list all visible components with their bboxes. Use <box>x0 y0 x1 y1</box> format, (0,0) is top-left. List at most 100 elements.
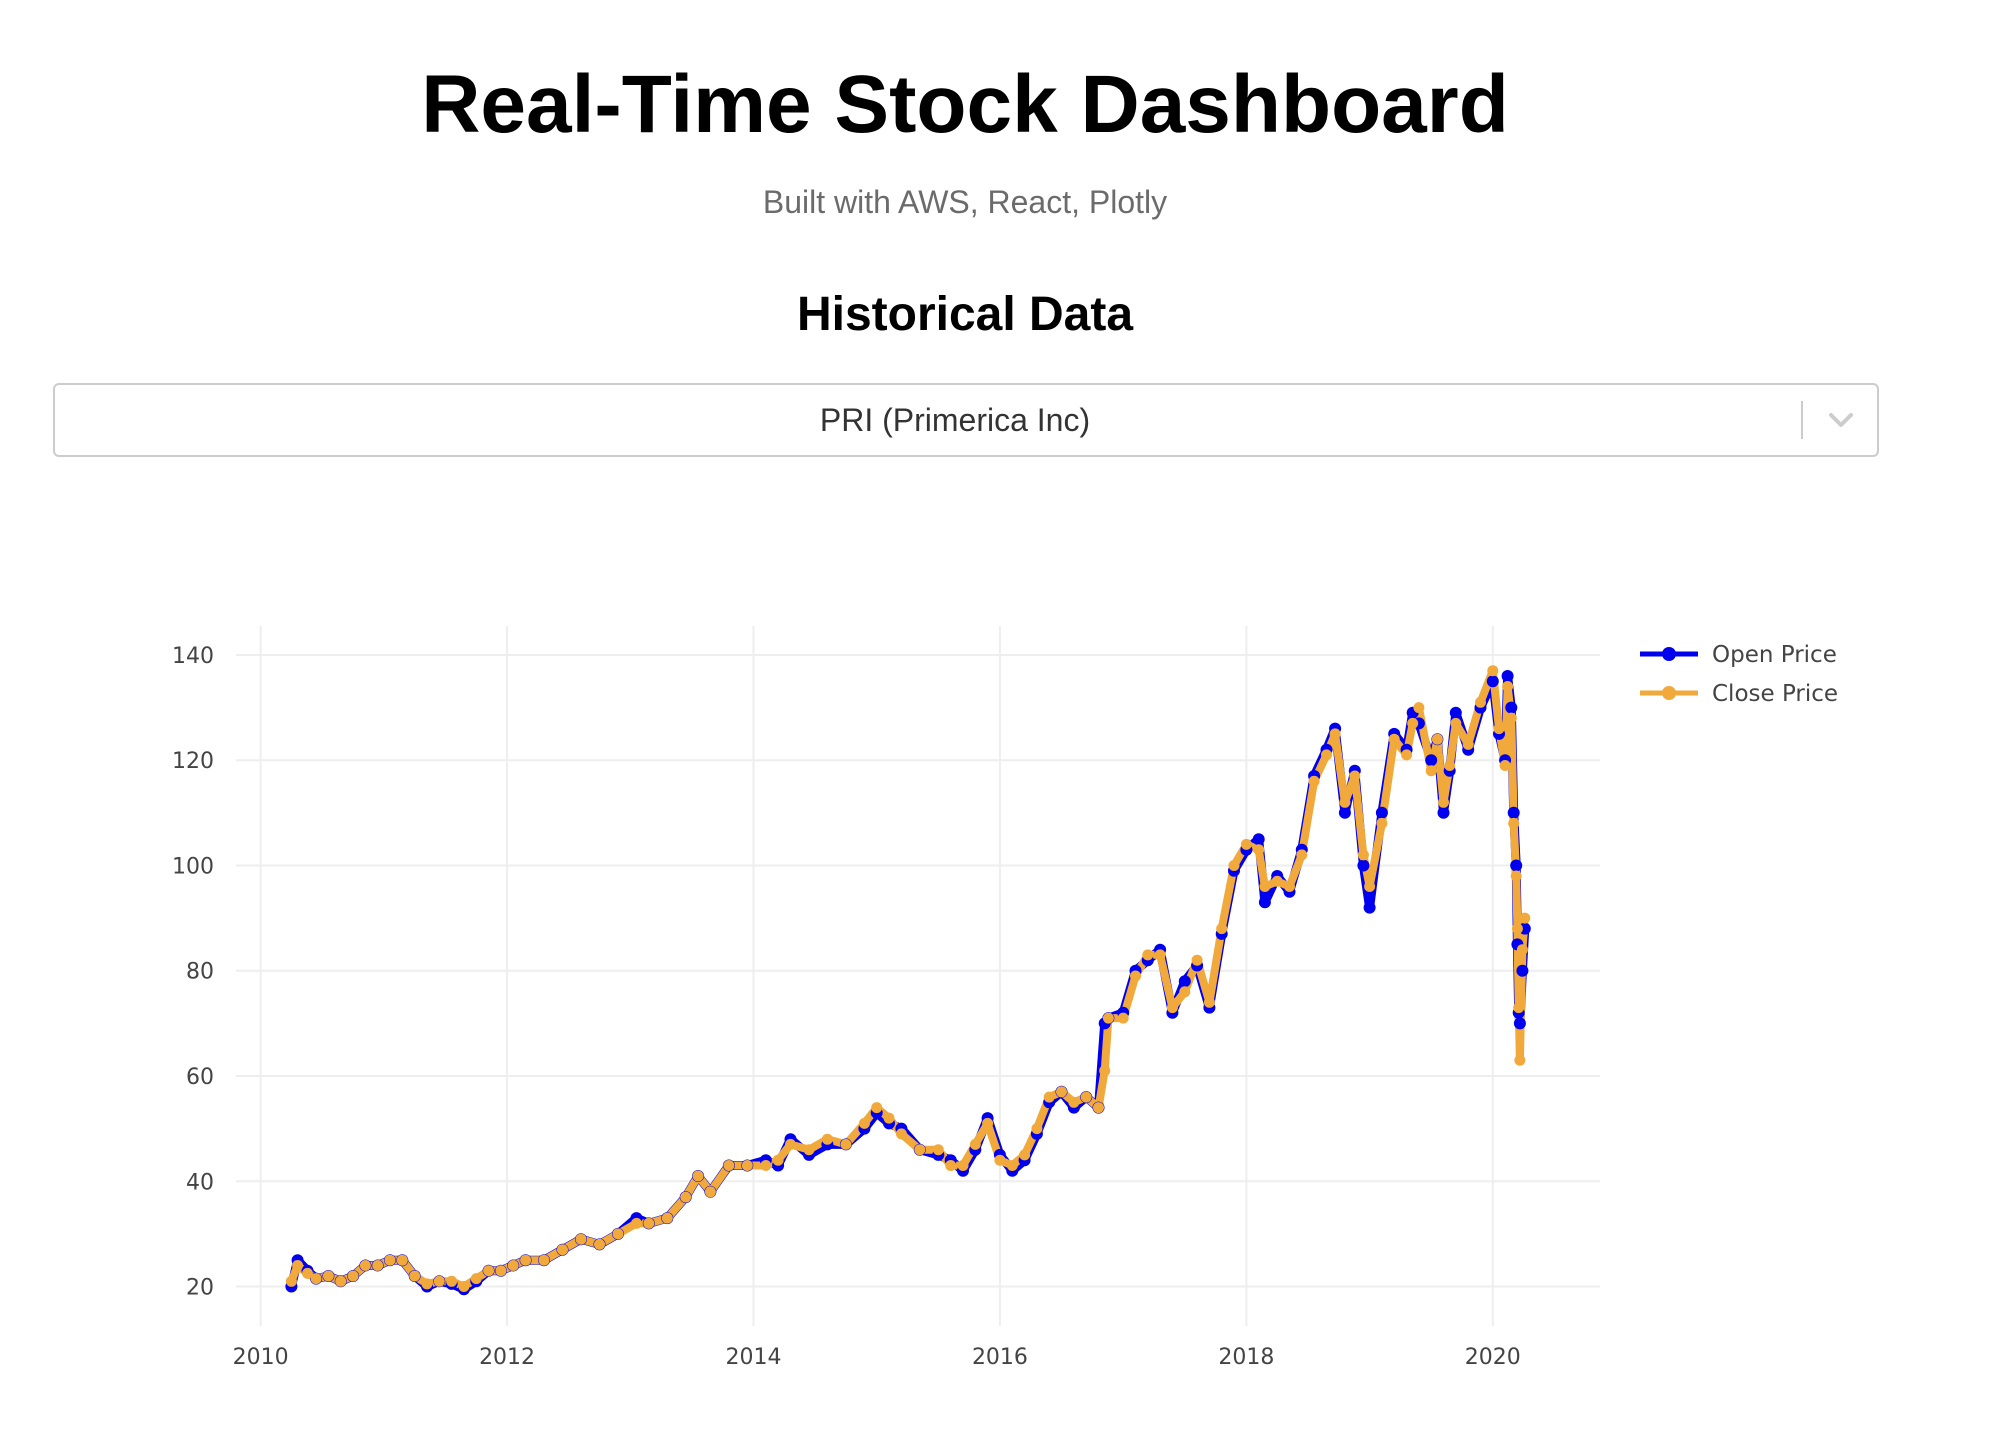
data-point <box>1203 996 1215 1008</box>
chart-grid <box>236 626 1600 1326</box>
data-point <box>1043 1091 1055 1103</box>
data-point <box>957 1160 969 1171</box>
data-point <box>1450 717 1462 729</box>
data-point <box>1388 733 1400 745</box>
data-point <box>1142 949 1154 961</box>
data-point <box>1271 875 1283 887</box>
data-point <box>1349 770 1361 782</box>
chart-lines <box>286 666 1530 1294</box>
section-title: Historical Data <box>796 288 1134 341</box>
legend-item-label[interactable]: Open Price <box>1712 642 1837 668</box>
data-point <box>495 1265 507 1277</box>
data-point <box>1258 896 1271 909</box>
legend-marker <box>1662 686 1676 700</box>
x-tick-label: 2020 <box>1465 1345 1521 1370</box>
data-point <box>557 1244 568 1256</box>
data-point <box>433 1275 445 1287</box>
y-tick-label: 140 <box>172 644 214 669</box>
data-point <box>1511 923 1523 935</box>
data-point <box>1240 838 1252 850</box>
data-point <box>1364 881 1376 892</box>
data-point <box>1130 970 1141 982</box>
data-point <box>704 1186 716 1198</box>
data-point <box>594 1238 605 1250</box>
x-axis: 2010 2012 2014 2016 2018 2020 <box>233 1345 1521 1370</box>
data-point <box>1080 1091 1092 1103</box>
data-point <box>1019 1149 1031 1161</box>
data-point <box>1357 849 1369 861</box>
data-point <box>785 1138 796 1150</box>
data-point <box>396 1254 408 1266</box>
data-point <box>1056 1086 1067 1098</box>
data-point <box>1253 844 1265 856</box>
ticker-select[interactable]: PRI (Primerica Inc) <box>53 383 1879 457</box>
data-point <box>1513 1017 1526 1030</box>
data-point <box>631 1217 642 1229</box>
data-point <box>1031 1123 1043 1135</box>
data-point <box>1339 796 1351 808</box>
data-point <box>1407 717 1419 729</box>
y-tick-label: 40 <box>186 1170 214 1195</box>
data-point <box>883 1112 895 1124</box>
data-point <box>446 1275 458 1287</box>
data-point <box>575 1233 587 1245</box>
ticker-select-separator <box>1801 401 1803 439</box>
data-point <box>1431 733 1443 745</box>
data-point <box>1487 665 1499 677</box>
data-point <box>1499 760 1511 771</box>
data-point <box>1321 749 1332 761</box>
data-point <box>932 1144 944 1156</box>
data-point <box>1510 859 1523 872</box>
data-point <box>421 1278 433 1290</box>
data-point <box>292 1260 304 1271</box>
data-point <box>1102 1012 1114 1024</box>
data-point <box>1444 760 1456 771</box>
data-point <box>1154 949 1166 961</box>
data-point <box>741 1160 753 1171</box>
data-point <box>1516 964 1529 977</box>
y-tick-label: 60 <box>186 1065 214 1090</box>
series-line-1 <box>287 666 1529 1291</box>
price-chart: 2010 2012 2014 2016 2018 2020 20 40 60 80 100 120 1… <box>172 626 1838 1370</box>
y-tick-label: 120 <box>172 749 214 774</box>
data-point <box>1425 765 1437 777</box>
data-point <box>483 1265 495 1277</box>
data-point <box>1093 1102 1104 1114</box>
data-point <box>1179 986 1191 998</box>
data-point <box>1376 817 1388 829</box>
data-point <box>895 1128 907 1140</box>
data-point <box>723 1160 735 1171</box>
data-point <box>969 1138 981 1150</box>
data-point <box>1513 1002 1525 1014</box>
x-tick-label: 2010 <box>233 1345 289 1370</box>
data-point <box>372 1260 384 1271</box>
data-point <box>347 1270 359 1282</box>
data-point <box>1486 675 1499 688</box>
data-point <box>1191 954 1203 966</box>
data-point <box>1338 806 1351 819</box>
data-point <box>994 1154 1006 1166</box>
data-point <box>1437 806 1450 819</box>
data-point <box>1505 701 1518 714</box>
page-subtitle: Built with AWS, React, Plotly <box>762 184 1168 220</box>
legend-item-label[interactable]: Close Price <box>1712 681 1838 707</box>
data-point <box>1505 712 1517 724</box>
data-point <box>1449 706 1462 719</box>
data-point <box>538 1254 550 1266</box>
data-point <box>1099 1065 1111 1077</box>
chevron-down-icon[interactable] <box>1821 400 1861 440</box>
data-point <box>1510 870 1522 882</box>
data-point <box>1425 754 1438 767</box>
chart-legend: Open Price Close Price <box>1640 642 1838 707</box>
data-point <box>840 1138 852 1150</box>
data-point <box>1166 1002 1178 1014</box>
x-tick-label: 2016 <box>972 1345 1028 1370</box>
data-point <box>458 1281 470 1292</box>
data-point <box>1216 923 1228 935</box>
data-point <box>470 1273 482 1285</box>
data-point <box>1502 681 1514 692</box>
data-point <box>821 1133 833 1145</box>
data-point <box>1462 738 1474 750</box>
data-point <box>692 1170 704 1182</box>
data-point <box>1296 849 1308 861</box>
